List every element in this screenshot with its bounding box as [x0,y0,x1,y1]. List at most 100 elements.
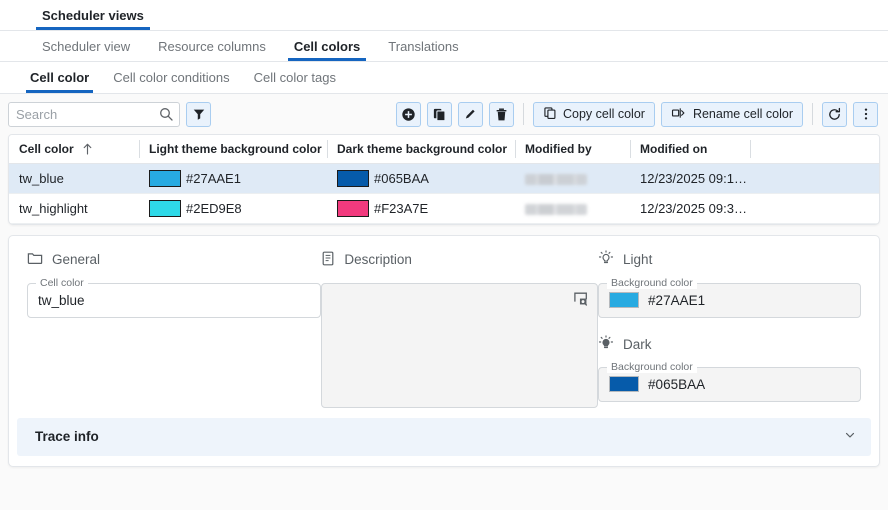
light-section-label: Light [623,252,653,267]
toolbar-divider-2 [812,103,813,125]
dark-section-header: Dark [598,335,861,355]
copy-cell-color-label: Copy cell color [562,107,645,121]
column-label: Dark theme background color [337,141,508,156]
light-background-swatch [609,292,640,308]
detail-panel: General Cell color tw_blue [8,234,880,467]
delete-button[interactable] [488,101,514,127]
general-section: General Cell color tw_blue [27,250,322,408]
light-background-value: #27AAE1 [648,292,706,308]
tab-label: Cell color [30,70,90,85]
more-options-button[interactable] [853,101,878,127]
light-bulb-icon [598,250,614,269]
description-textarea[interactable] [321,282,599,408]
tab-label: Translations [388,38,459,54]
document-icon [321,251,335,269]
filter-button[interactable] [186,101,211,127]
copy-cell-color-button[interactable]: Copy cell color [532,101,655,127]
description-section: Description [321,250,599,408]
light-background-legend: Background color [607,276,697,289]
folder-icon [27,251,43,268]
column-label: Modified on [640,141,708,156]
description-section-header: Description [321,250,598,270]
tab-scheduler-view[interactable]: Scheduler view [28,31,144,61]
tab-label: Cell color conditions [113,70,230,85]
cell-light-theme-color: #2ED9E8 [139,193,327,224]
cell-blank [750,163,879,194]
column-label: Modified by [525,141,592,156]
tabstrip-primary: Scheduler views [0,0,888,31]
dark-color-hex: #065BAA [374,170,429,186]
light-color-hex: #2ED9E8 [186,200,242,216]
table-row[interactable]: tw_highlight #2ED9E8 #F23A7E [9,193,879,224]
add-button[interactable] [395,101,421,127]
rename-cell-color-button[interactable]: Rename cell color [660,101,803,127]
cell-color-name: tw_blue [9,163,139,194]
cell-color-field[interactable]: Cell color tw_blue [27,276,322,318]
tab-label: Cell colors [293,38,361,54]
toolbar: Copy cell color Rename cell color [0,94,888,134]
cell-color-field-value: tw_blue [38,292,85,308]
tab-label: Cell color tags [253,70,336,85]
tab-label: Scheduler view [42,38,131,54]
cell-dark-theme-color: #F23A7E [327,193,515,224]
column-header-modified-on[interactable]: Modified on [630,135,750,164]
description-section-label: Description [344,252,412,267]
dark-background-value: #065BAA [648,376,706,392]
cell-blank [750,193,879,224]
tab-resource-columns[interactable]: Resource columns [144,31,280,61]
cell-light-theme-color: #27AAE1 [139,163,327,194]
refresh-button[interactable] [822,101,847,127]
redacted-user-name [525,203,587,215]
dark-bulb-icon [598,335,614,354]
tab-cell-color[interactable]: Cell color [18,62,101,93]
column-header-blank [750,135,879,164]
cell-color-field-legend: Cell color [36,276,88,289]
column-header-light-theme-background-color[interactable]: Light theme background color [139,135,327,164]
dark-background-color-field[interactable]: Background color #065BAA [598,360,861,402]
table-header-row: Cell color Light theme background color [9,135,879,164]
tab-cell-color-conditions[interactable]: Cell color conditions [101,62,241,93]
rename-cell-color-label: Rename cell color [692,107,793,121]
general-section-header: General [27,250,321,270]
cell-color-name: tw_highlight [9,193,139,224]
light-color-swatch [149,169,181,187]
dark-color-swatch [337,199,369,217]
search-field [8,101,180,127]
dark-background-swatch [609,376,640,392]
tab-label: Resource columns [158,38,266,54]
cell-color-table: Cell color Light theme background color [8,134,880,225]
section-gap [598,318,861,335]
light-color-swatch [149,199,181,217]
column-label: Cell color [19,141,74,156]
column-header-cell-color[interactable]: Cell color [9,135,139,164]
toolbar-divider [522,103,524,125]
column-label: Light theme background color [149,141,322,156]
tab-cell-colors[interactable]: Cell colors [280,31,374,61]
rename-icon [671,106,687,123]
trace-info-section[interactable]: Trace info [17,417,871,456]
cell-modified-on: 12/23/2025 09:3… [630,193,750,224]
duplicate-button[interactable] [426,101,452,127]
chevron-down-icon[interactable] [843,428,857,445]
general-section-label: General [52,252,101,267]
theme-section: Light Background color #27AAE1 [598,250,861,408]
edit-button[interactable] [457,101,483,127]
tab-cell-color-tags[interactable]: Cell color tags [242,62,348,93]
table-row[interactable]: tw_blue #27AAE1 #065BAA [9,163,879,194]
tabstrip-secondary: Scheduler view Resource columns Cell col… [0,31,888,62]
column-header-modified-by[interactable]: Modified by [515,135,630,164]
search-input[interactable] [8,101,180,127]
dark-color-swatch [337,169,369,187]
column-header-dark-theme-background-color[interactable]: Dark theme background color [327,135,515,164]
cell-dark-theme-color: #065BAA [327,163,515,194]
trace-info-label: Trace info [35,429,99,444]
cell-modified-on: 12/23/2025 09:1… [630,163,750,194]
tab-translations[interactable]: Translations [374,31,472,61]
expand-editor-icon[interactable] [573,291,589,310]
tab-scheduler-views[interactable]: Scheduler views [28,0,158,30]
dark-background-legend: Background color [607,360,697,373]
light-background-color-field[interactable]: Background color #27AAE1 [598,276,861,318]
redacted-user-name [525,173,587,185]
cell-modified-by [515,193,630,224]
tab-label: Scheduler views [42,7,144,23]
